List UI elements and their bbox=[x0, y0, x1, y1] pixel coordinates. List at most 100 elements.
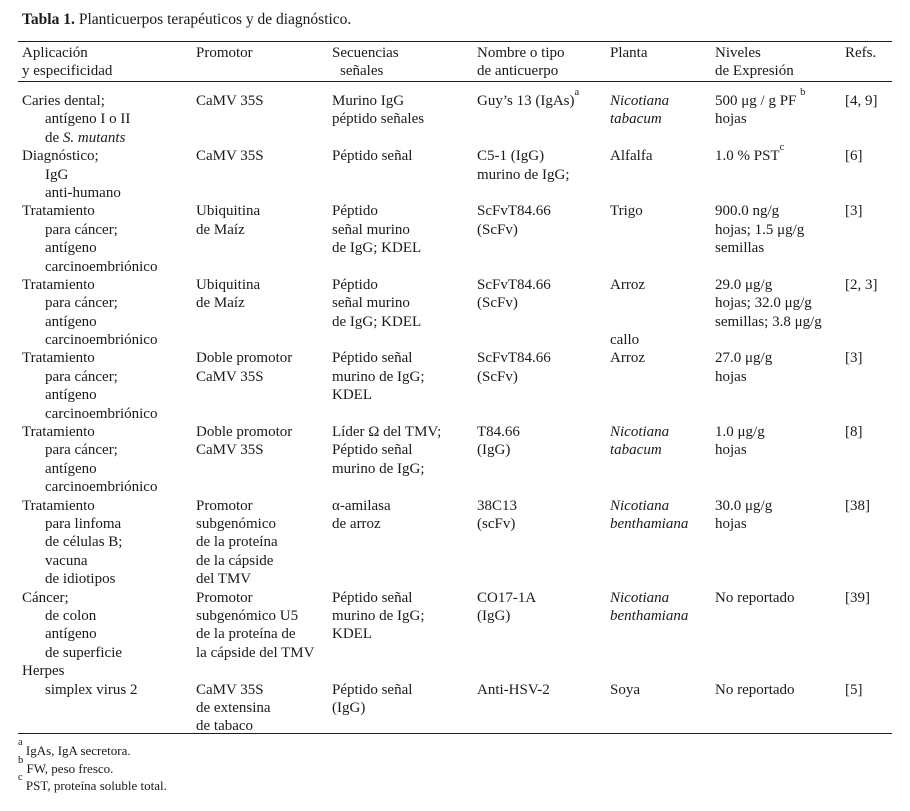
cell-line: [4, 9] bbox=[845, 93, 878, 109]
cell-line bbox=[715, 662, 845, 680]
table-cell: [39] bbox=[845, 589, 890, 663]
table-cell: Ubiquitina de Maíz bbox=[196, 202, 332, 276]
cell-line: tabacum bbox=[610, 442, 662, 459]
table-cell: Murino IgG péptido señales bbox=[332, 92, 477, 147]
cell-line: Tratamiento bbox=[22, 276, 95, 293]
cell-line: Nicotiana bbox=[610, 93, 670, 109]
table-cell: Péptido señal murino de IgG; KDEL bbox=[332, 276, 477, 350]
table-body: Caries dental; antígeno I o II de S. mutan… bbox=[22, 86, 890, 736]
table-row: Tratamiento para cáncer; antígeno carcinoem… bbox=[22, 202, 890, 276]
table-footnotes: a IgAs, IgA secretora. b FW, peso fresco… bbox=[18, 737, 167, 795]
cell-line: tabacum bbox=[610, 111, 662, 128]
cell-line: Péptido señal bbox=[332, 350, 413, 367]
cell-line bbox=[610, 313, 715, 331]
cell-line: simplex virus 2 bbox=[45, 681, 138, 698]
table-cell: Nicotiana benthamiana bbox=[610, 497, 715, 589]
table-cell: Péptido señal murino de IgG; KDEL bbox=[332, 202, 477, 276]
table-cell: [8] bbox=[845, 423, 890, 497]
cell-line: de colon bbox=[45, 607, 97, 624]
cell-line: antígeno bbox=[45, 387, 97, 404]
cell-line: 1.0 μg/g bbox=[715, 424, 765, 441]
table-cell: 500 μg / g PF b hojas bbox=[715, 86, 845, 147]
cell-line: No reportado bbox=[715, 681, 795, 698]
cell-line: Herpes bbox=[22, 663, 65, 680]
table-row: Herpes simplex virus 2 CaMV 35S de extensi… bbox=[22, 662, 890, 736]
cell-line: benthamiana bbox=[610, 607, 689, 624]
table-row: Tratamiento para cáncer; antígeno carcinoem… bbox=[22, 276, 890, 350]
table-cell: Arroz bbox=[610, 349, 715, 423]
cell-line: Aplicación bbox=[22, 45, 88, 61]
footnote-b-marker: b bbox=[18, 754, 24, 766]
cell-line bbox=[845, 662, 890, 680]
cell-line: Promotor bbox=[196, 45, 253, 61]
cell-line: murino de IgG; bbox=[332, 368, 425, 385]
cell-line: murino de IgG; bbox=[477, 166, 570, 183]
cell-line: antígeno bbox=[45, 313, 97, 330]
table-cell: [6] bbox=[845, 147, 890, 202]
cell-line: CaMV 35S bbox=[196, 681, 264, 698]
cell-line: [38] bbox=[845, 497, 870, 514]
cell-line: hojas; 32.0 μg/g bbox=[715, 295, 812, 312]
cell-line: CaMV 35S bbox=[196, 442, 264, 459]
cell-line: de S. mutants bbox=[45, 129, 126, 146]
cell-line: [3] bbox=[845, 203, 863, 220]
cell-line: (scFv) bbox=[477, 515, 516, 532]
cell-line: de Maíz bbox=[196, 295, 245, 312]
cell-line: C5-1 (IgG) bbox=[477, 148, 545, 165]
footnote-c: c PST, proteína soluble total. bbox=[18, 772, 167, 795]
table-cell: Nicotiana tabacum bbox=[610, 92, 715, 147]
cell-line: T84.66 bbox=[477, 424, 520, 441]
table-cell: Péptido señal (IgG) bbox=[332, 662, 477, 736]
cell-line: para cáncer; bbox=[45, 221, 118, 238]
cell-line: señales bbox=[340, 63, 384, 80]
cell-line: No reportado bbox=[715, 589, 795, 606]
cell-line: Arroz bbox=[610, 350, 645, 367]
table-row: Cáncer; de colon antígeno de superficie Prom… bbox=[22, 589, 890, 663]
cell-line: [3] bbox=[845, 350, 863, 367]
cell-line: hojas bbox=[715, 368, 747, 385]
table-cell: T84.66 (IgG) bbox=[477, 423, 610, 497]
cell-line: carcinoembriónico bbox=[45, 405, 158, 422]
cell-line: de la proteína bbox=[196, 534, 278, 551]
table-cell: α-amilasa de arroz bbox=[332, 497, 477, 589]
footnote-b: b FW, peso fresco. bbox=[18, 755, 167, 778]
cell-line: (IgG) bbox=[477, 442, 511, 459]
cell-line: de Maíz bbox=[196, 221, 245, 238]
table-cell: 1.0 % PSTc bbox=[715, 142, 845, 202]
cell-line: Refs. bbox=[845, 45, 877, 61]
table-cell: Caries dental; antígeno I o II de S. mutan… bbox=[22, 92, 196, 147]
cell-line: (IgG) bbox=[332, 699, 366, 716]
table-row: Diagnóstico; IgG anti-humano CaMV 35S Péptid… bbox=[22, 142, 890, 202]
cell-line: Tratamiento bbox=[22, 203, 95, 220]
cell-line: CO17-1A bbox=[477, 589, 537, 606]
header-cell: Refs. bbox=[845, 44, 890, 81]
cell-line: Tratamiento bbox=[22, 424, 95, 441]
cell-line: Planta bbox=[610, 45, 648, 61]
table-title-label: Tabla 1. bbox=[22, 11, 75, 28]
cell-line: CaMV 35S bbox=[196, 93, 264, 109]
header-cell: Secuencias señales bbox=[332, 44, 477, 81]
cell-line: Péptido señal bbox=[332, 681, 413, 698]
cell-line: Péptido señal bbox=[332, 589, 413, 606]
cell-line: 500 μg / g PF b bbox=[715, 86, 806, 109]
header-cell: Planta bbox=[610, 44, 715, 81]
cell-line: Alfalfa bbox=[610, 148, 653, 165]
table-cell: Péptido señal bbox=[332, 147, 477, 202]
cell-line: CaMV 35S bbox=[196, 368, 264, 385]
cell-line: Promotor bbox=[196, 497, 253, 514]
cell-line: Tratamiento bbox=[22, 497, 95, 514]
header-cell: Promotor bbox=[196, 44, 332, 81]
table-cell: [38] bbox=[845, 497, 890, 589]
table-cell: Trigo bbox=[610, 202, 715, 276]
table-cell: ScFvT84.66 (ScFv) bbox=[477, 202, 610, 276]
cell-line: Doble promotor bbox=[196, 424, 293, 441]
cell-line: (ScFv) bbox=[477, 368, 518, 385]
table-cell: ScFvT84.66 (ScFv) bbox=[477, 276, 610, 350]
cell-line: antígeno bbox=[45, 460, 97, 477]
table-title: Tabla 1. Planticuerpos terapéuticos y de … bbox=[22, 11, 351, 29]
table-cell: Anti-HSV-2 bbox=[477, 662, 610, 736]
cell-line: (IgG) bbox=[477, 607, 511, 624]
table-cell: Tratamiento para linfoma de células B; vacu… bbox=[22, 497, 196, 589]
cell-line: Péptido señal bbox=[332, 148, 413, 165]
table-cell: Herpes simplex virus 2 bbox=[22, 662, 196, 736]
